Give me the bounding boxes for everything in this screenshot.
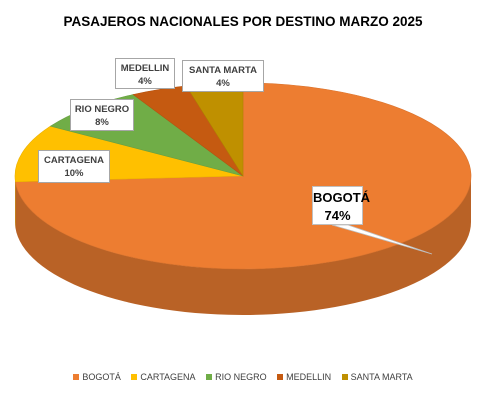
data-label-category: CARTAGENA	[44, 155, 104, 166]
data-label-santa-marta: SANTA MARTA 4%	[182, 60, 264, 92]
legend-swatch	[277, 374, 284, 380]
data-label-value: 74%	[324, 208, 351, 223]
data-label-value: 4%	[138, 76, 152, 87]
legend-item: BOGOTÁ	[73, 372, 121, 382]
data-label-category: MEDELLIN	[120, 63, 170, 74]
legend-label: BOGOTÁ	[82, 372, 121, 382]
legend-label: RIO NEGRO	[215, 372, 267, 382]
legend-item: RIO NEGRO	[206, 372, 267, 382]
data-label-bogota: BOGOTÁ 74%	[312, 186, 371, 225]
pie-side-walls	[15, 176, 471, 315]
chart-title: PASAJEROS NACIONALES POR DESTINO MARZO 2…	[63, 14, 423, 29]
legend-swatch	[131, 374, 138, 380]
data-label-category: RIO NEGRO	[74, 104, 130, 115]
legend-swatch	[206, 374, 213, 380]
legend-label: MEDELLIN	[286, 372, 332, 382]
data-label-value: 10%	[64, 168, 84, 179]
legend-label: CARTAGENA	[140, 372, 196, 382]
legend-item: MEDELLIN	[277, 372, 331, 382]
legend-swatch	[341, 374, 348, 380]
data-label-value: 8%	[95, 117, 109, 128]
legend: BOGOTÁ CARTAGENA RIO NEGRO MEDELLIN SANT…	[0, 372, 486, 382]
data-label-rio-negro: RIO NEGRO 8%	[70, 99, 134, 131]
data-label-medellin: MEDELLIN 4%	[115, 58, 175, 89]
data-label-category: SANTA MARTA	[189, 65, 257, 76]
data-label-pointer	[331, 224, 433, 255]
legend-item: SANTA MARTA	[341, 372, 413, 382]
data-label-cartagena: CARTAGENA 10%	[38, 150, 110, 183]
data-label-category: BOGOTÁ	[313, 190, 371, 205]
legend-item: CARTAGENA	[131, 372, 196, 382]
legend-label: SANTA MARTA	[350, 372, 413, 382]
data-label-value: 4%	[216, 78, 230, 89]
legend-swatch	[73, 374, 80, 380]
pie-slice-side	[15, 176, 471, 315]
